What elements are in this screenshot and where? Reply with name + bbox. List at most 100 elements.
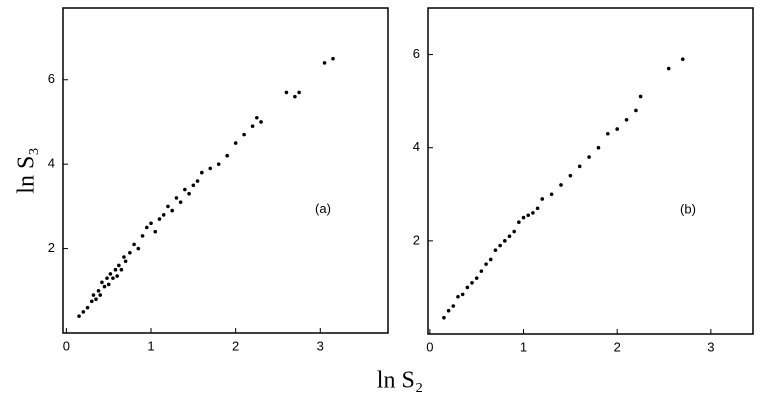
point — [638, 94, 643, 99]
point — [456, 294, 460, 299]
point — [166, 204, 170, 209]
point — [606, 131, 610, 136]
point — [587, 155, 591, 159]
point — [191, 183, 196, 188]
x-tick-label: 1 — [147, 338, 154, 353]
point — [128, 251, 132, 255]
point — [170, 208, 174, 213]
point — [577, 164, 582, 169]
point — [108, 272, 113, 276]
y-tick-label: 4 — [413, 139, 420, 154]
point — [531, 211, 535, 215]
point — [140, 234, 145, 238]
point — [549, 192, 554, 197]
point — [187, 191, 191, 196]
y-tick-label: 6 — [48, 71, 55, 86]
point — [113, 267, 118, 272]
y-tick-label: 4 — [48, 156, 55, 171]
point — [85, 305, 90, 310]
point — [149, 221, 153, 226]
point — [119, 267, 124, 272]
point — [559, 183, 563, 187]
point — [132, 242, 136, 247]
point — [322, 61, 327, 65]
point — [568, 173, 573, 178]
point — [161, 213, 166, 217]
point — [521, 215, 526, 220]
point — [331, 56, 335, 61]
point — [94, 297, 98, 302]
point — [195, 179, 200, 183]
point — [634, 108, 638, 113]
point — [111, 276, 115, 280]
point — [157, 217, 162, 221]
point — [174, 196, 179, 200]
x-tick-label: 0 — [426, 339, 433, 354]
point — [115, 274, 119, 278]
point — [297, 90, 301, 95]
point — [105, 276, 109, 280]
x-tick-label: 2 — [614, 339, 621, 354]
point — [200, 170, 204, 175]
x-axis-label: ln S₂ — [377, 368, 423, 394]
point — [596, 145, 601, 150]
point — [153, 229, 158, 234]
point — [680, 57, 685, 62]
point — [488, 257, 493, 262]
point — [484, 262, 488, 266]
point — [89, 299, 94, 304]
point — [122, 255, 126, 259]
point — [259, 120, 263, 124]
panel-label: (a) — [315, 201, 331, 216]
point — [100, 280, 104, 285]
point — [183, 187, 187, 192]
point — [503, 239, 507, 243]
point — [479, 269, 484, 273]
point — [208, 166, 213, 171]
point — [216, 162, 221, 166]
point — [535, 206, 540, 211]
point — [446, 308, 451, 313]
point — [136, 246, 141, 251]
x-tick-label: 3 — [707, 339, 714, 354]
point — [512, 229, 516, 234]
y-axis-label: ln S₃ — [14, 147, 40, 193]
x-tick-label: 0 — [63, 338, 70, 353]
point — [666, 66, 671, 71]
y-tick-label: 6 — [413, 46, 420, 61]
point — [474, 276, 479, 280]
point — [117, 263, 121, 268]
point — [144, 225, 149, 230]
point — [470, 280, 474, 285]
point — [615, 127, 619, 131]
panel-label: (b) — [680, 202, 696, 217]
x-tick-label: 2 — [232, 338, 239, 353]
point — [498, 243, 502, 248]
point — [178, 200, 183, 204]
point — [102, 284, 107, 289]
point — [225, 153, 229, 158]
point — [255, 115, 259, 120]
x-tick-label: 1 — [520, 339, 527, 354]
point — [284, 90, 289, 95]
point — [460, 292, 465, 297]
point — [507, 234, 512, 238]
point — [96, 288, 101, 293]
point — [123, 259, 128, 264]
x-tick-label: 3 — [317, 338, 324, 353]
point — [250, 124, 255, 128]
point — [465, 285, 470, 290]
point — [91, 293, 96, 297]
plot-frame — [427, 7, 754, 335]
point — [517, 220, 521, 225]
point — [493, 248, 498, 252]
point — [442, 315, 446, 320]
point — [526, 213, 531, 218]
point — [106, 282, 111, 287]
point — [451, 304, 456, 308]
point — [540, 197, 545, 201]
y-tick-label: 2 — [48, 240, 55, 255]
point — [233, 141, 238, 145]
point — [77, 314, 81, 318]
